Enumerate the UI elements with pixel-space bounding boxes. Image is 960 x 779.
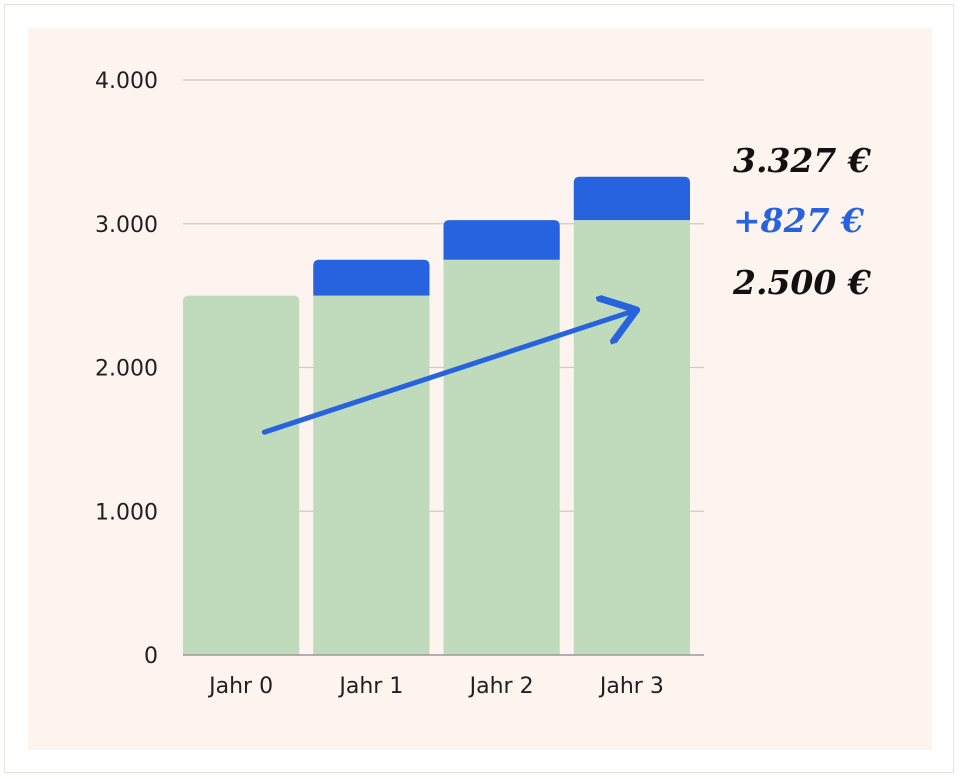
bars (183, 176, 690, 655)
annotation-label: 2.500 € (732, 263, 871, 302)
bar-segment (573, 220, 690, 655)
x-category-label: Jahr 2 (468, 674, 534, 699)
trend-arrow-line (261, 311, 632, 435)
annotation-label: +827 € (733, 201, 864, 240)
trend-arrow (261, 311, 632, 435)
annotation-label: 3.327 € (733, 141, 871, 180)
x-category-label: Jahr 1 (337, 674, 403, 699)
y-tick-label: 0 (144, 644, 158, 669)
y-tick-label: 1.000 (95, 500, 158, 525)
y-tick-label: 3.000 (95, 213, 158, 238)
axes: 4.000 3.000 2.000 1.000 0 Jahr 0 Jahr 1 Jahr 2 J… (95, 69, 704, 699)
bar-segment (313, 259, 430, 296)
x-category-label: Jahr 3 (598, 674, 664, 699)
annotations: 3.327 € +827 € 2.500 € (732, 141, 871, 302)
y-tick-label: 2.000 (95, 357, 158, 382)
bar-segment (313, 295, 430, 655)
bar-segment (443, 259, 560, 655)
y-tick-label: 4.000 (95, 69, 158, 94)
x-category-label: Jahr 0 (207, 674, 273, 699)
bar-segment (573, 176, 690, 221)
bar-segment (183, 295, 300, 655)
bar-segment (443, 220, 560, 260)
